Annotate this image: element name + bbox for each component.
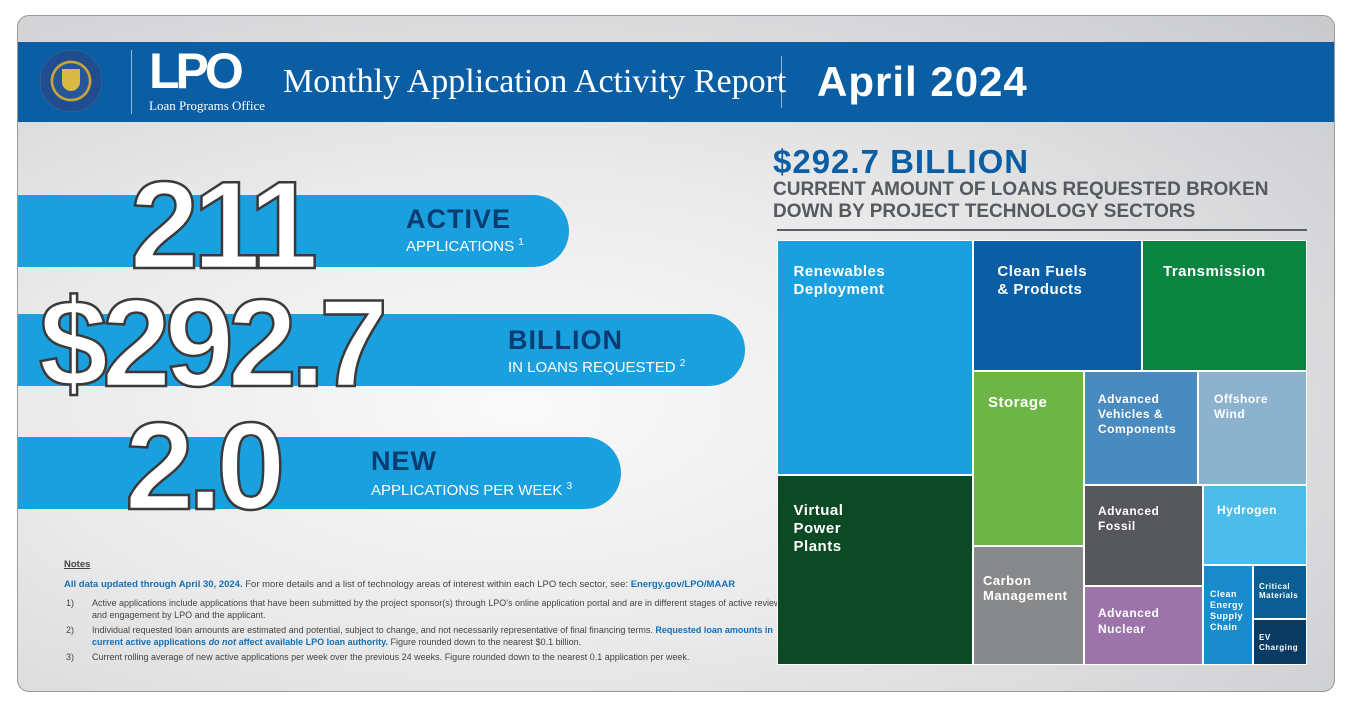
sector-offshore-wind: Offshore Wind (1198, 371, 1307, 485)
notes-summary: All data updated through April 30, 2024.… (64, 579, 784, 590)
sector-advanced-vehicles-components: Advanced Vehicles & Components (1084, 371, 1198, 485)
sector-label: Advanced Vehicles & Components (1098, 392, 1177, 436)
notes-summary-text: For more details and a list of technolog… (245, 579, 629, 590)
header-banner: LPO Loan Programs Office Monthly Applica… (18, 42, 1334, 122)
footnote-1: 1) Active applications include applicati… (64, 598, 784, 621)
stat-pill-billion (18, 314, 745, 386)
footnote-emphasis: Requested loan amounts in current active… (92, 625, 773, 647)
footnote-text: Individual requested loan amounts are es… (92, 625, 653, 635)
sector-label: Critical Materials (1259, 582, 1299, 600)
footnote-2: 2) Individual requested loan amounts are… (64, 625, 784, 648)
treemap-total: $292.7 BILLION (773, 143, 1030, 180)
stat-heading-new: NEW (371, 446, 437, 476)
stat-pill-new (18, 437, 621, 509)
footnote-text: Current rolling average of new active ap… (92, 652, 690, 662)
lpo-logo: LPO (149, 43, 244, 99)
sector-ev-charging: EV Charging (1253, 619, 1307, 665)
stat-number-active: 211 (129, 157, 320, 295)
footnote-emphasis: affect available LPO loan authority. (238, 636, 388, 647)
sector-label: Renewables Deployment (793, 263, 886, 298)
sector-advanced-nuclear: Advanced Nuclear (1084, 586, 1203, 665)
sector-hydrogen: Hydrogen (1203, 485, 1307, 565)
footnote-ref-1: 1 (518, 237, 524, 248)
sector-label: Offshore Wind (1214, 392, 1269, 421)
sector-label: Advanced Fossil (1098, 504, 1160, 533)
footnote-text: Active applications include applications… (92, 598, 781, 620)
sector-label: Transmission (1163, 263, 1266, 280)
sector-carbon-management: Carbon Management (973, 546, 1084, 665)
sector-label: Storage (988, 394, 1048, 411)
sector-label: Clean Fuels & Products (997, 263, 1088, 298)
stat-number-new: 2.0 (124, 398, 287, 536)
sector-label: Carbon Management (983, 573, 1068, 603)
treemap-rule (777, 229, 1307, 231)
stat-sub-active-text: APPLICATIONS (406, 238, 515, 255)
report-date: April 2024 (817, 58, 1028, 105)
sector-label: EV Charging (1259, 633, 1299, 652)
sector-label: Virtual Power Plants (793, 502, 844, 555)
seal-shield-icon (62, 69, 80, 91)
stat-sub-active: APPLICATIONS 1 (406, 237, 524, 255)
footnote-number: 2) (66, 625, 75, 635)
sector-label: Clean Energy Supply Chain (1210, 589, 1244, 632)
stat-pill-active (18, 195, 569, 267)
sector-transmission: Transmission (1142, 240, 1307, 371)
footnote-emphasis-italic: do not (208, 636, 237, 647)
treemap-subtitle: CURRENT AMOUNT OF LOANS REQUESTED BROKEN… (773, 179, 1269, 222)
stat-sub-new-text: APPLICATIONS PER WEEK (371, 482, 563, 499)
stat-sub-billion-text: IN LOANS REQUESTED (508, 359, 676, 376)
stat-sub-billion: IN LOANS REQUESTED 2 (508, 358, 685, 376)
footnote-number: 3) (66, 652, 75, 662)
sector-advanced-fossil: Advanced Fossil (1084, 485, 1203, 586)
sector-clean-energy-supply-chain: Clean Energy Supply Chain (1203, 565, 1253, 665)
notes-link[interactable]: Energy.gov/LPO/MAAR (630, 579, 736, 590)
sector-critical-materials: Critical Materials (1253, 565, 1307, 619)
footnote-tail: Figure rounded down to the nearest $0.1 … (390, 636, 582, 647)
lpo-logo-subtext: Loan Programs Office (149, 98, 266, 113)
footnote-ref-2: 2 (679, 358, 686, 369)
stat-heading-billion: BILLION (508, 325, 623, 355)
stat-sub-new: APPLICATIONS PER WEEK 3 (371, 481, 572, 499)
banner-divider (781, 56, 782, 108)
report-title: Monthly Application Activity Report (283, 63, 787, 100)
footnote-number: 1) (66, 598, 75, 608)
sector-virtual-power-plants: Virtual Power Plants (777, 475, 973, 665)
footnote-3: 3) Current rolling average of new active… (64, 652, 784, 664)
notes-section: Notes All data updated through April 30,… (64, 559, 784, 668)
stat-number-billion: $292.7 (38, 275, 390, 413)
footnote-ref-3: 3 (566, 481, 573, 492)
notes-summary-date: All data updated through April 30, 2024. (64, 579, 243, 590)
sector-storage: Storage (973, 371, 1084, 546)
sector-label: Hydrogen (1217, 503, 1278, 517)
sector-clean-fuels-products: Clean Fuels & Products (973, 240, 1142, 371)
notes-heading: Notes (64, 559, 91, 570)
report-card: LPO Loan Programs Office Monthly Applica… (17, 15, 1335, 692)
stat-heading-active: ACTIVE (406, 204, 512, 234)
doe-seal-icon (40, 50, 102, 112)
treemap: Renewables Deployment Virtual Power Plan… (777, 240, 1307, 665)
sector-renewables-deployment: Renewables Deployment (777, 240, 973, 475)
banner-divider (131, 50, 132, 114)
sector-label: Advanced Nuclear (1098, 606, 1160, 636)
